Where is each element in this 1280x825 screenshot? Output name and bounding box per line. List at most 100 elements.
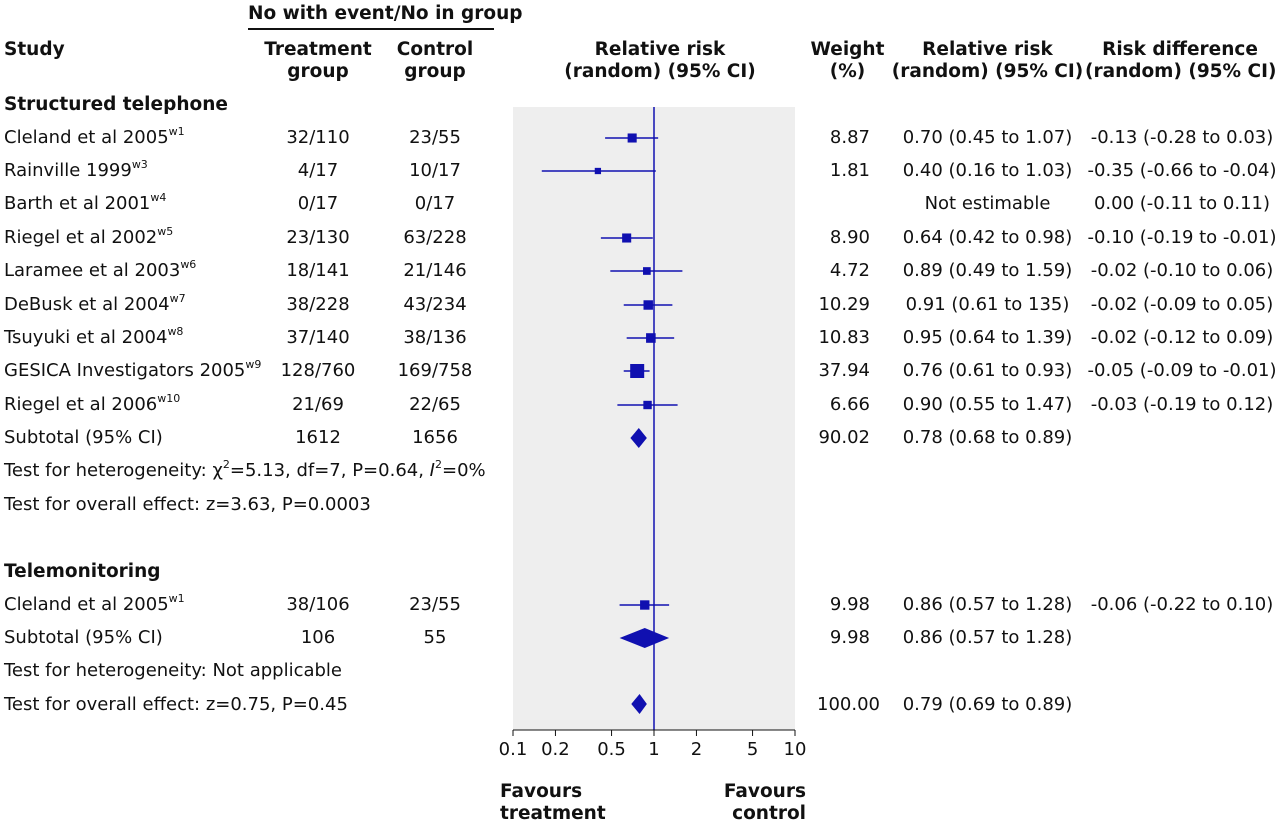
study-marker bbox=[643, 400, 652, 410]
group-header: No with event/No in group bbox=[248, 3, 523, 24]
control-count: 21/146 bbox=[403, 260, 467, 281]
subtotal-label: Subtotal (95% CI) bbox=[4, 427, 163, 448]
treatment-count: 18/141 bbox=[286, 260, 350, 281]
study-name: DeBusk et al 2004w7 bbox=[4, 292, 186, 315]
subtotal-diamond bbox=[619, 628, 670, 648]
treatment-count: 0/17 bbox=[297, 193, 339, 214]
study-name: Cleland et al 2005w1 bbox=[4, 125, 185, 148]
subtotal-label: Subtotal (95% CI) bbox=[4, 627, 163, 648]
treatment-count: 128/760 bbox=[280, 360, 356, 381]
study-name: Riegel et al 2002w5 bbox=[4, 225, 174, 248]
study-weight: 9.98 bbox=[829, 594, 870, 615]
heterogeneity-test: Test for heterogeneity: χ2=5.13, df=7, P… bbox=[4, 458, 486, 481]
study-rr: 0.86 (0.57 to 1.28) bbox=[902, 594, 1073, 615]
treatment-count: 21/69 bbox=[292, 394, 344, 415]
treatment-count: 37/140 bbox=[286, 327, 350, 348]
tick-label: 2 bbox=[690, 739, 703, 760]
study-rd: -0.13 (-0.28 to 0.03) bbox=[1090, 127, 1274, 148]
group-header-rule bbox=[248, 28, 494, 30]
subtotal-control: 1656 bbox=[412, 427, 458, 448]
study-marker bbox=[594, 167, 602, 175]
study-rr: 0.64 (0.42 to 0.98) bbox=[902, 227, 1073, 248]
study-name: Tsuyuki et al 2004w8 bbox=[4, 325, 184, 348]
control-count: 43/234 bbox=[403, 294, 467, 315]
treatment-count: 4/17 bbox=[297, 160, 339, 181]
study-rr: 0.89 (0.49 to 1.59) bbox=[902, 260, 1073, 281]
study-weight: 6.66 bbox=[829, 394, 870, 415]
treatment-count: 23/130 bbox=[286, 227, 350, 248]
study-rd: -0.05 (-0.09 to -0.01) bbox=[1087, 360, 1277, 381]
study-rd: -0.35 (-0.66 to -0.04) bbox=[1087, 160, 1277, 181]
study-rr: 0.40 (0.16 to 1.03) bbox=[902, 160, 1073, 181]
study-rr: 0.91 (0.61 to 135) bbox=[905, 294, 1070, 315]
control-count: 63/228 bbox=[403, 227, 467, 248]
treatment-count: 32/110 bbox=[286, 127, 350, 148]
overall-effect-test: Test for overall effect: z=3.63, P=0.000… bbox=[4, 494, 371, 515]
control-count: 22/65 bbox=[409, 394, 461, 415]
tick-label: 5 bbox=[746, 739, 759, 760]
study-marker bbox=[627, 133, 637, 143]
subtotal-treatment: 1612 bbox=[295, 427, 341, 448]
study-rr: 0.76 (0.61 to 0.93) bbox=[902, 360, 1073, 381]
section-title-structured-telephone: Structured telephone bbox=[4, 94, 228, 115]
tick-label: 10 bbox=[783, 739, 807, 760]
study-rd: -0.02 (-0.09 to 0.05) bbox=[1090, 294, 1274, 315]
study-rr: Not estimable bbox=[924, 193, 1051, 214]
study-weight: 10.83 bbox=[818, 327, 870, 348]
section-title-telemonitoring: Telemonitoring bbox=[4, 561, 161, 582]
study-weight: 4.72 bbox=[829, 260, 870, 281]
control-count: 0/17 bbox=[414, 193, 456, 214]
total-diamond bbox=[631, 694, 647, 714]
tick-label: 0.1 bbox=[498, 739, 528, 760]
subtotal-rr: 0.86 (0.57 to 1.28) bbox=[902, 627, 1073, 648]
total-weight: 100.00 bbox=[817, 694, 880, 715]
study-weight: 1.81 bbox=[829, 160, 870, 181]
control-count: 38/136 bbox=[403, 327, 467, 348]
tick-label: 0.2 bbox=[541, 739, 570, 760]
study-rd: -0.06 (-0.22 to 0.10) bbox=[1090, 594, 1274, 615]
subtotal-weight: 90.02 bbox=[818, 427, 870, 448]
subtotal-rr: 0.78 (0.68 to 0.89) bbox=[902, 427, 1073, 448]
study-header: Study bbox=[4, 39, 65, 60]
subtotal-treatment: 106 bbox=[300, 627, 336, 648]
study-rr: 0.90 (0.55 to 1.47) bbox=[902, 394, 1073, 415]
control-count: 23/55 bbox=[409, 127, 461, 148]
study-rd: 0.00 (-0.11 to 0.11) bbox=[1093, 193, 1270, 214]
subtotal-control: 55 bbox=[423, 627, 447, 648]
study-weight: 10.29 bbox=[818, 294, 870, 315]
tick-label: 0.5 bbox=[597, 739, 626, 760]
treatment-count: 38/228 bbox=[286, 294, 350, 315]
study-name: Barth et al 2001w4 bbox=[4, 191, 167, 214]
weight-header: Weight (%) bbox=[810, 39, 885, 82]
study-marker bbox=[640, 600, 650, 610]
study-weight: 8.90 bbox=[829, 227, 870, 248]
study-weight: 8.87 bbox=[829, 127, 870, 148]
control-header: Control group bbox=[396, 39, 474, 82]
study-marker bbox=[643, 300, 653, 310]
treatment-header: Treatment group bbox=[264, 39, 372, 82]
study-marker bbox=[646, 333, 656, 343]
subtotal-weight: 9.98 bbox=[829, 627, 870, 648]
study-rd: -0.03 (-0.19 to 0.12) bbox=[1090, 394, 1274, 415]
study-rr: 0.70 (0.45 to 1.07) bbox=[902, 127, 1073, 148]
control-count: 169/758 bbox=[397, 360, 473, 381]
study-rd: -0.02 (-0.12 to 0.09) bbox=[1090, 327, 1274, 348]
study-marker bbox=[622, 233, 632, 243]
treatment-count: 38/106 bbox=[286, 594, 350, 615]
study-rr: 0.95 (0.64 to 1.39) bbox=[902, 327, 1073, 348]
rr-column-header: Relative risk (random) (95% CI) bbox=[891, 39, 1084, 82]
overall-effect-test: Test for overall effect: z=0.75, P=0.45 bbox=[4, 694, 348, 715]
rd-column-header: Risk difference (random) (95% CI) bbox=[1085, 39, 1277, 82]
rr-plot-header: Relative risk (random) (95% CI) bbox=[564, 39, 756, 82]
subtotal-diamond bbox=[630, 428, 647, 448]
control-count: 23/55 bbox=[409, 594, 461, 615]
study-name: Cleland et al 2005w1 bbox=[4, 592, 185, 615]
study-name: Riegel et al 2006w10 bbox=[4, 392, 181, 415]
study-name: Laramee et al 2003w6 bbox=[4, 258, 197, 281]
study-rd: -0.10 (-0.19 to -0.01) bbox=[1087, 227, 1277, 248]
total-rr: 0.79 (0.69 to 0.89) bbox=[902, 694, 1073, 715]
study-rd: -0.02 (-0.10 to 0.06) bbox=[1090, 260, 1274, 281]
study-weight: 37.94 bbox=[818, 360, 870, 381]
tick-label: 1 bbox=[648, 739, 660, 760]
